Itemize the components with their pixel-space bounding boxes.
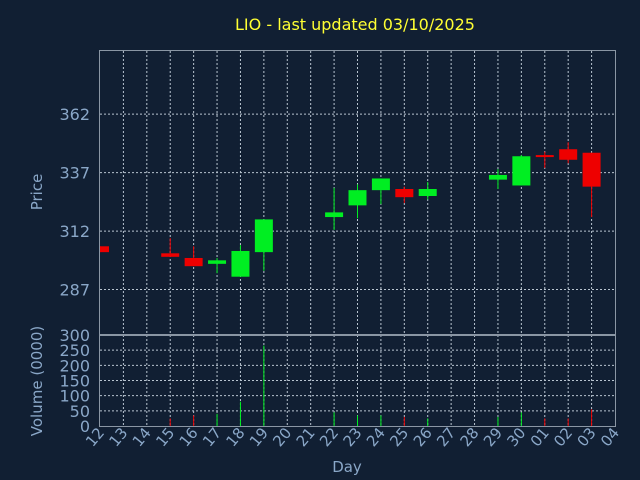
candle-22 [325,187,344,230]
x-axis-ticks: 1213141516171819202122232425262728293001… [82,424,623,450]
price-panel: 287 312 337 362 [59,50,616,335]
volume-tick-label: 50 [70,402,90,421]
candle-23 [348,184,367,219]
candle-19 [254,219,273,271]
x-tick-label: 01 [527,424,553,450]
volume-grid [100,335,615,426]
price-tick-label: 312 [59,222,90,241]
candle-body [325,212,344,218]
x-tick-label: 04 [597,424,623,450]
x-tick-label: 16 [176,424,202,450]
x-tick-label: 15 [152,424,178,450]
candle-30 [512,155,531,186]
volume-tick-label: 100 [59,387,90,406]
volume-tick-label: 300 [59,326,90,345]
candle-body [184,257,203,267]
candle-29 [488,169,507,189]
candle-02 [559,142,578,164]
price-tick-label: 287 [59,281,90,300]
candle-24 [371,178,390,205]
x-tick-label: 21 [293,424,319,450]
x-tick-label: 23 [340,424,366,450]
price-plot-frame [99,50,616,335]
volume-axis-label: Volume (0000) [28,326,46,436]
candle-16 [184,246,203,267]
candle-body [559,149,578,160]
x-tick-label: 30 [503,424,529,450]
candle-15 [161,238,180,257]
chart-title: LIO - last updated 03/10/2025 [235,15,475,34]
volume-tick-label: 250 [59,341,90,360]
x-tick-label: 02 [550,424,576,450]
x-tick-label: 03 [574,424,600,450]
candle-18 [231,245,250,277]
x-tick-label: 28 [457,424,483,450]
x-tick-label: 20 [269,424,295,450]
volume-tick-label: 0 [80,417,90,436]
candle-body [231,250,250,277]
x-tick-label: 14 [129,424,155,450]
candle-body [254,219,273,253]
x-tick-label: 13 [105,424,131,450]
x-tick-label: 22 [316,424,342,450]
x-axis-label: Day [332,458,362,476]
volume-plot-frame [99,335,616,427]
candle-body [488,174,507,180]
x-tick-label: 18 [222,424,248,450]
candle-body [371,178,390,191]
candle-01 [535,151,554,168]
candle-body [161,253,180,257]
x-tick-label: 19 [246,424,272,450]
x-tick-label: 17 [199,424,225,450]
candle-03 [582,152,601,218]
candle-17 [208,257,227,274]
candle-26 [418,181,437,200]
x-tick-label: 29 [480,424,506,450]
candle-12 [99,246,109,253]
candle-body [208,260,227,264]
candle-body [512,156,531,186]
candle-body [100,246,109,253]
price-tick-label: 362 [59,105,90,124]
x-tick-label: 24 [363,424,389,450]
price-candles [99,142,601,277]
volume-bars [169,345,593,426]
x-tick-label: 26 [410,424,436,450]
candle-body [535,155,554,158]
price-axis-ticks: 287 312 337 362 [59,105,90,299]
candle-body [348,190,367,206]
candle-25 [395,186,414,204]
x-tick-label: 27 [433,424,459,450]
candle-body [418,188,437,197]
volume-tick-label: 150 [59,372,90,391]
volume-tick-label: 200 [59,356,90,375]
candle-body [582,152,601,187]
x-tick-label: 25 [386,424,412,450]
candle-body [395,188,414,198]
price-axis-label: Price [28,174,46,211]
price-tick-label: 337 [59,164,90,183]
